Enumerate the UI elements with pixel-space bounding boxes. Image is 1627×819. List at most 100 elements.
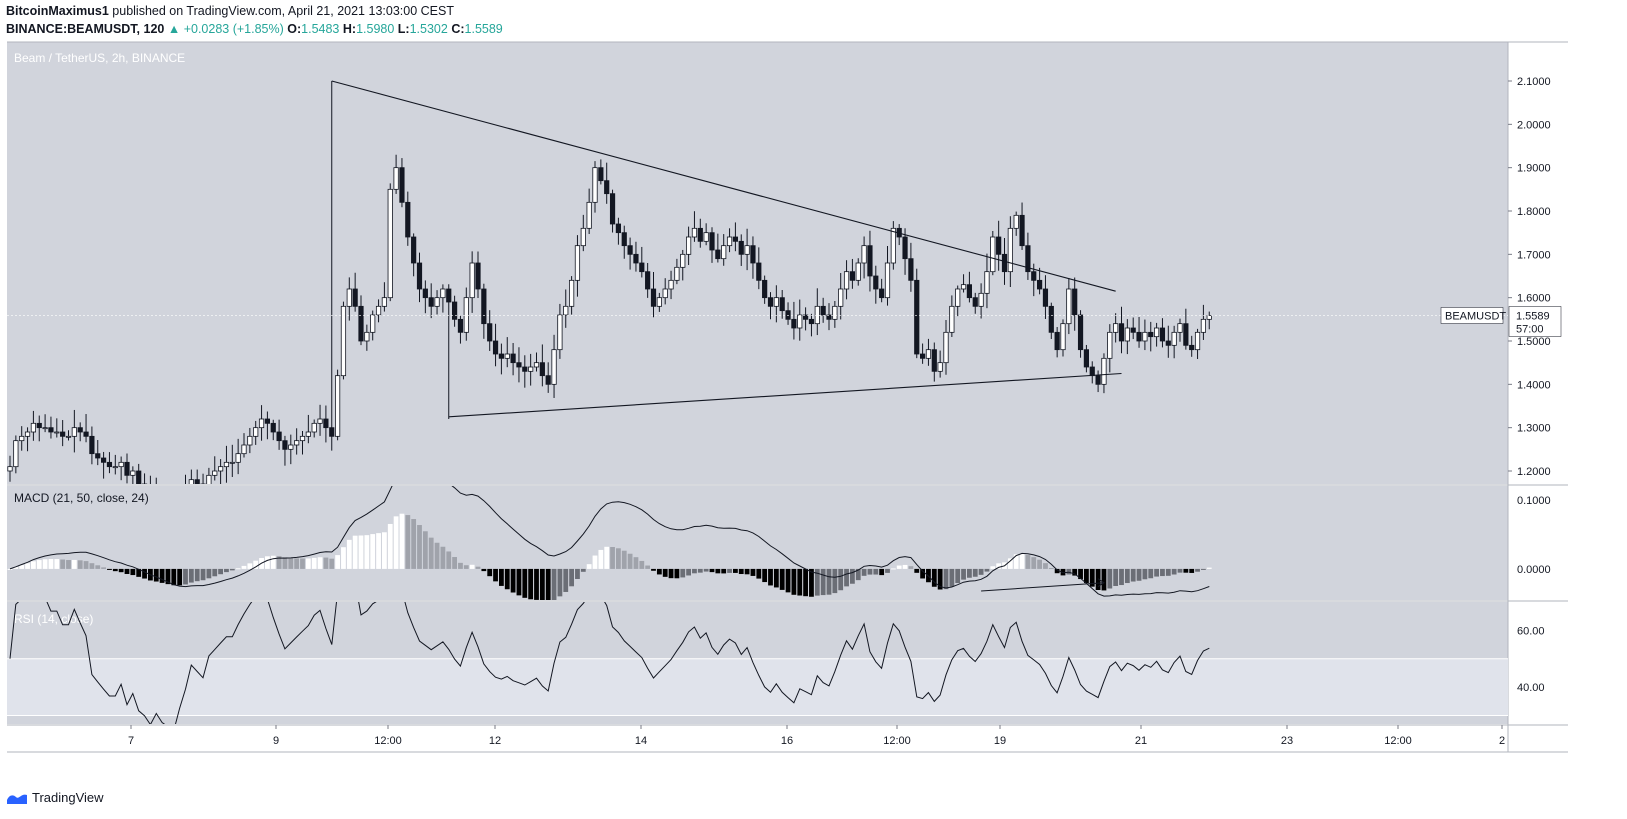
candle[interactable]	[750, 236, 756, 279]
candle[interactable]	[405, 191, 411, 246]
candle[interactable]	[785, 302, 791, 325]
candle[interactable]	[1183, 308, 1189, 350]
candle[interactable]	[95, 440, 101, 466]
candle[interactable]	[627, 237, 633, 270]
candle[interactable]	[13, 435, 19, 474]
candle[interactable]	[317, 404, 323, 436]
candle[interactable]	[779, 290, 785, 319]
candle[interactable]	[1148, 321, 1154, 352]
candle[interactable]	[557, 303, 563, 359]
macd-divergence-arrow[interactable]	[1097, 578, 1105, 588]
candle[interactable]	[937, 350, 943, 378]
candle[interactable]	[826, 303, 832, 331]
candle[interactable]	[972, 292, 978, 314]
candle[interactable]	[235, 438, 241, 475]
candle[interactable]	[89, 426, 95, 465]
candle[interactable]	[1159, 318, 1166, 348]
candle[interactable]	[1165, 325, 1171, 358]
candle[interactable]	[662, 278, 668, 305]
candle[interactable]	[767, 292, 774, 320]
candle[interactable]	[305, 414, 311, 444]
candle[interactable]	[217, 459, 224, 484]
candle[interactable]	[329, 81, 335, 451]
candle[interactable]	[1013, 211, 1019, 236]
candle[interactable]	[1083, 344, 1089, 373]
candle[interactable]	[393, 154, 399, 194]
candle[interactable]	[469, 251, 475, 313]
candle[interactable]	[668, 270, 674, 300]
candle[interactable]	[691, 211, 698, 242]
candle[interactable]	[686, 226, 692, 265]
candle[interactable]	[1136, 317, 1142, 348]
candle[interactable]	[206, 467, 212, 495]
candle[interactable]	[709, 227, 715, 263]
candle[interactable]	[1048, 302, 1054, 339]
candle[interactable]	[352, 272, 358, 312]
candle[interactable]	[1118, 306, 1125, 354]
candle[interactable]	[446, 284, 452, 419]
candle[interactable]	[1154, 322, 1160, 347]
candle[interactable]	[42, 414, 48, 433]
candle[interactable]	[77, 422, 83, 442]
candle[interactable]	[1095, 370, 1101, 393]
candle[interactable]	[533, 352, 540, 372]
time-axis[interactable]: 7 9 12:00 12 14 16 12:00 19 21 23 12:00 2	[128, 725, 1505, 747]
candle[interactable]	[399, 158, 405, 208]
candle[interactable]	[381, 282, 388, 312]
candle[interactable]	[966, 271, 973, 303]
candle[interactable]	[264, 411, 271, 440]
candle[interactable]	[797, 299, 803, 341]
candle[interactable]	[867, 230, 873, 292]
author-name[interactable]: BitcoinMaximus1	[6, 4, 109, 18]
candle[interactable]	[931, 342, 937, 382]
candle[interactable]	[36, 415, 42, 442]
candle[interactable]	[30, 410, 37, 441]
candle[interactable]	[920, 343, 926, 364]
candle[interactable]	[434, 290, 440, 315]
candle[interactable]	[7, 455, 13, 482]
candle[interactable]	[925, 338, 932, 366]
candle[interactable]	[124, 453, 130, 484]
candle[interactable]	[984, 253, 990, 309]
candle[interactable]	[791, 301, 797, 340]
candle[interactable]	[457, 315, 464, 344]
candle[interactable]	[563, 289, 569, 328]
candle[interactable]	[732, 222, 739, 252]
candle[interactable]	[141, 473, 148, 494]
candle[interactable]	[294, 428, 300, 455]
tradingview-logo[interactable]: TradingView	[6, 790, 104, 805]
candle[interactable]	[118, 456, 124, 481]
candle[interactable]	[188, 469, 194, 503]
candle[interactable]	[674, 258, 680, 285]
candle[interactable]	[288, 434, 294, 465]
candle[interactable]	[586, 188, 592, 234]
candle[interactable]	[270, 419, 276, 441]
candle[interactable]	[773, 285, 779, 323]
candle[interactable]	[849, 258, 856, 289]
candle[interactable]	[71, 409, 77, 453]
candle[interactable]	[902, 228, 908, 275]
candle[interactable]	[1007, 216, 1013, 288]
candle[interactable]	[387, 183, 393, 302]
candle[interactable]	[451, 295, 458, 327]
candle[interactable]	[1124, 319, 1130, 355]
candle[interactable]	[656, 292, 662, 312]
candle[interactable]	[481, 283, 487, 339]
candle[interactable]	[516, 347, 522, 383]
chart-canvas[interactable]: Beam / TetherUS, 2h, BINANCE USDT 2.1000…	[0, 0, 1627, 790]
candle[interactable]	[680, 249, 686, 281]
candle[interactable]	[463, 287, 469, 341]
candle[interactable]	[154, 477, 158, 509]
candle[interactable]	[580, 214, 586, 252]
candle[interactable]	[247, 427, 253, 454]
candle[interactable]	[282, 435, 288, 466]
candle[interactable]	[551, 334, 557, 398]
candle[interactable]	[978, 283, 984, 319]
candle[interactable]	[1206, 311, 1212, 330]
candle[interactable]	[241, 433, 247, 458]
candle[interactable]	[212, 456, 218, 481]
candle[interactable]	[334, 369, 341, 441]
candle[interactable]	[615, 217, 622, 245]
candle[interactable]	[340, 301, 347, 380]
candle[interactable]	[106, 452, 113, 474]
